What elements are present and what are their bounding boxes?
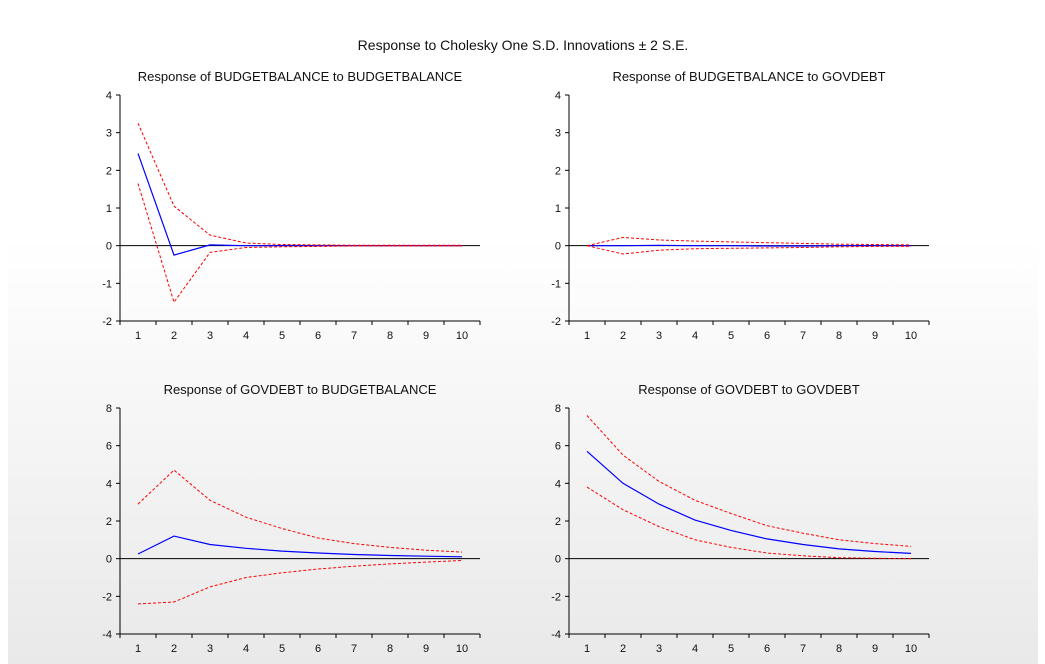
y-tick-label: 2 [555,165,561,177]
x-tick-label: 4 [243,643,249,655]
irf-panel-bb-to-bb: Response of BUDGETBALANCE to BUDGETBALAN… [102,69,481,342]
band-lower-line [137,183,462,304]
x-tick-label: 3 [207,330,213,342]
x-tick-label: 9 [872,643,878,655]
x-tick-label: 3 [207,643,213,655]
x-tick-label: 7 [800,330,806,342]
x-tick-label: 2 [620,643,626,655]
x-tick-label: 6 [315,643,321,655]
x-tick-label: 6 [764,643,770,655]
band-upper-line [586,415,912,547]
x-tick-label: 2 [171,330,177,342]
y-tick-label: 6 [106,441,112,453]
x-tick-label: 10 [456,330,468,342]
response-line [587,244,911,247]
irf-panel-bb-to-govdebt: Response of BUDGETBALANCE to GOVDEBT -2 -1… [551,69,930,342]
x-tick-label: 3 [656,643,662,655]
y-tick-label: 2 [555,516,561,528]
x-tick-label: 8 [836,330,842,342]
x-tick-label: 10 [905,643,917,655]
x-tick-label: 1 [584,330,590,342]
y-tick-label: 0 [106,241,112,253]
x-tick-label: 4 [692,330,698,342]
band-upper-line [586,236,912,247]
y-tick-label: 2 [106,165,112,177]
x-tick-label: 10 [905,330,917,342]
y-tick-label: -1 [551,278,561,290]
irf-figure: Response to Cholesky One S.D. Innovation… [102,37,930,655]
y-tick-label: -2 [102,591,112,603]
y-tick-label: 4 [555,478,561,490]
y-tick-label: 8 [106,403,112,415]
panel-title: Response of GOVDEBT to BUDGETBALANCE [164,382,437,397]
y-tick-label: 2 [106,516,112,528]
y-tick-label: 1 [106,203,112,215]
band-upper-line [137,469,463,553]
figure-title: Response to Cholesky One S.D. Innovation… [358,37,689,53]
x-tick-label: 1 [135,330,141,342]
x-tick-label: 9 [872,330,878,342]
x-tick-label: 5 [728,330,734,342]
x-tick-label: 2 [620,330,626,342]
y-tick-label: 4 [106,90,112,102]
irf-panel-govdebt-to-bb: Response of GOVDEBT to BUDGETBALANCE -4 -2… [102,382,481,655]
response-line [137,153,462,256]
y-tick-label: 4 [106,478,112,490]
panel-title: Response of BUDGETBALANCE to GOVDEBT [612,69,885,84]
x-tick-label: 6 [315,330,321,342]
panel-title: Response of BUDGETBALANCE to BUDGETBALAN… [138,69,463,84]
irf-panel-govdebt-to-govdebt: Response of GOVDEBT to GOVDEBT -4 -2 0 2 4 6 8 1… [551,382,930,655]
x-tick-label: 8 [387,330,393,342]
y-tick-label: 0 [106,554,112,566]
x-tick-label: 7 [800,643,806,655]
x-tick-label: 9 [423,643,429,655]
y-tick-label: 4 [555,90,561,102]
x-tick-label: 10 [456,643,468,655]
y-tick-label: 8 [555,403,561,415]
x-tick-label: 4 [692,643,698,655]
y-tick-label: 0 [555,241,561,253]
y-tick-label: -4 [102,629,112,641]
y-tick-label: -2 [102,316,112,328]
x-tick-label: 1 [584,643,590,655]
band-lower-line [586,245,911,255]
x-tick-label: 8 [387,643,393,655]
y-tick-label: 6 [555,441,561,453]
response-line [586,450,912,554]
response-line [137,535,463,558]
y-tick-label: 1 [555,203,561,215]
x-tick-label: 5 [279,643,285,655]
x-tick-label: 6 [764,330,770,342]
x-tick-label: 5 [279,330,285,342]
y-tick-label: -1 [102,278,112,290]
y-tick-label: 0 [555,554,561,566]
x-tick-label: 8 [836,643,842,655]
figure-frame: Response to Cholesky One S.D. Innovation… [8,8,1038,664]
band-lower-line [137,560,463,605]
x-tick-label: 2 [171,643,177,655]
y-tick-label: -4 [551,629,561,641]
x-tick-label: 7 [351,330,357,342]
x-tick-label: 9 [423,330,429,342]
band-upper-line [137,123,462,246]
panel-title: Response of GOVDEBT to GOVDEBT [638,382,860,397]
y-tick-label: 3 [555,128,561,140]
y-tick-label: -2 [551,316,561,328]
x-tick-label: 1 [135,643,141,655]
x-tick-label: 3 [656,330,662,342]
y-tick-label: 3 [106,128,112,140]
x-tick-label: 5 [728,643,734,655]
x-tick-label: 7 [351,643,357,655]
x-tick-label: 4 [243,330,249,342]
band-lower-line [586,486,912,560]
y-tick-label: -2 [551,591,561,603]
